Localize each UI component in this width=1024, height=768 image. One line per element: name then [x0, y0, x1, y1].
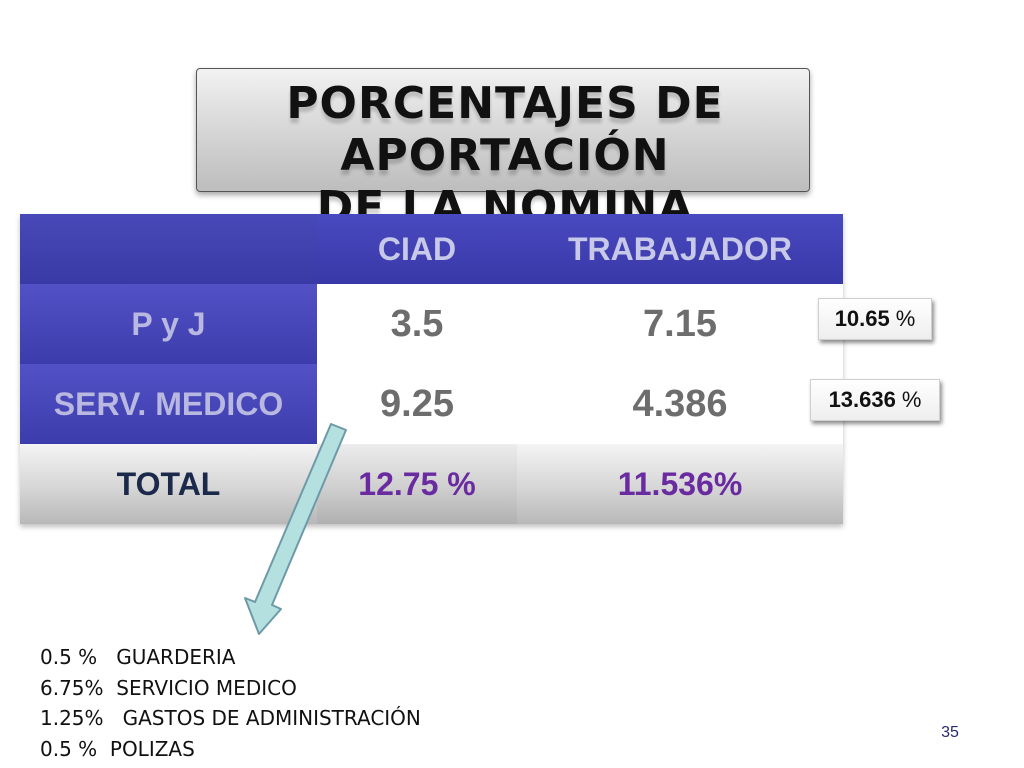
table-row: SERV. MEDICO 9.25 4.386 — [20, 364, 843, 444]
page-number: 35 — [941, 724, 959, 741]
row-sum-pyj-unit: % — [895, 306, 916, 331]
note-gastos-administracion: 1.25% GASTOS DE ADMINISTRACIÓN — [40, 706, 421, 730]
row-sum-serv-medico-value: 13.636 — [828, 387, 896, 412]
cell-total-ciad: 12.75 % — [317, 444, 517, 524]
cell-serv-medico-ciad: 9.25 — [317, 364, 517, 444]
contribution-table: CIAD TRABAJADOR P y J 3.5 7.15 SERV. MED… — [20, 214, 843, 524]
title-line-1: PORCENTAJES DE APORTACIÓN — [286, 78, 724, 181]
row-sum-pyj-value: 10.65 — [834, 306, 890, 331]
cell-total-trabajador: 11.536% — [517, 444, 843, 524]
notes-list: 0.5 % GUARDERIA 6.75% SERVICIO MEDICO 1.… — [40, 642, 421, 764]
row-label-total: TOTAL — [20, 444, 317, 524]
row-sum-serv-medico: 13.636 % — [810, 379, 940, 421]
header-ciad: CIAD — [317, 214, 517, 284]
row-label-serv-medico: SERV. MEDICO — [20, 364, 317, 444]
note-guarderia: 0.5 % GUARDERIA — [40, 645, 236, 669]
cell-pyj-ciad: 3.5 — [317, 284, 517, 364]
title-box — [196, 68, 810, 192]
note-polizas: 0.5 % POLIZAS — [40, 736, 195, 761]
row-sum-pyj: 10.65 % — [818, 298, 932, 340]
cell-serv-medico-trabajador: 4.386 — [517, 364, 843, 444]
table-row: P y J 3.5 7.15 — [20, 284, 843, 364]
row-label-pyj: P y J — [20, 284, 317, 364]
table-total-row: TOTAL 12.75 % 11.536% — [20, 444, 843, 524]
row-sum-serv-medico-unit: % — [901, 387, 922, 412]
header-corner-cell — [20, 214, 317, 284]
header-trabajador: TRABAJADOR — [517, 214, 843, 284]
note-servicio-medico: 6.75% SERVICIO MEDICO — [40, 675, 297, 700]
table-header-row: CIAD TRABAJADOR — [20, 214, 843, 284]
cell-pyj-trabajador: 7.15 — [517, 284, 843, 364]
